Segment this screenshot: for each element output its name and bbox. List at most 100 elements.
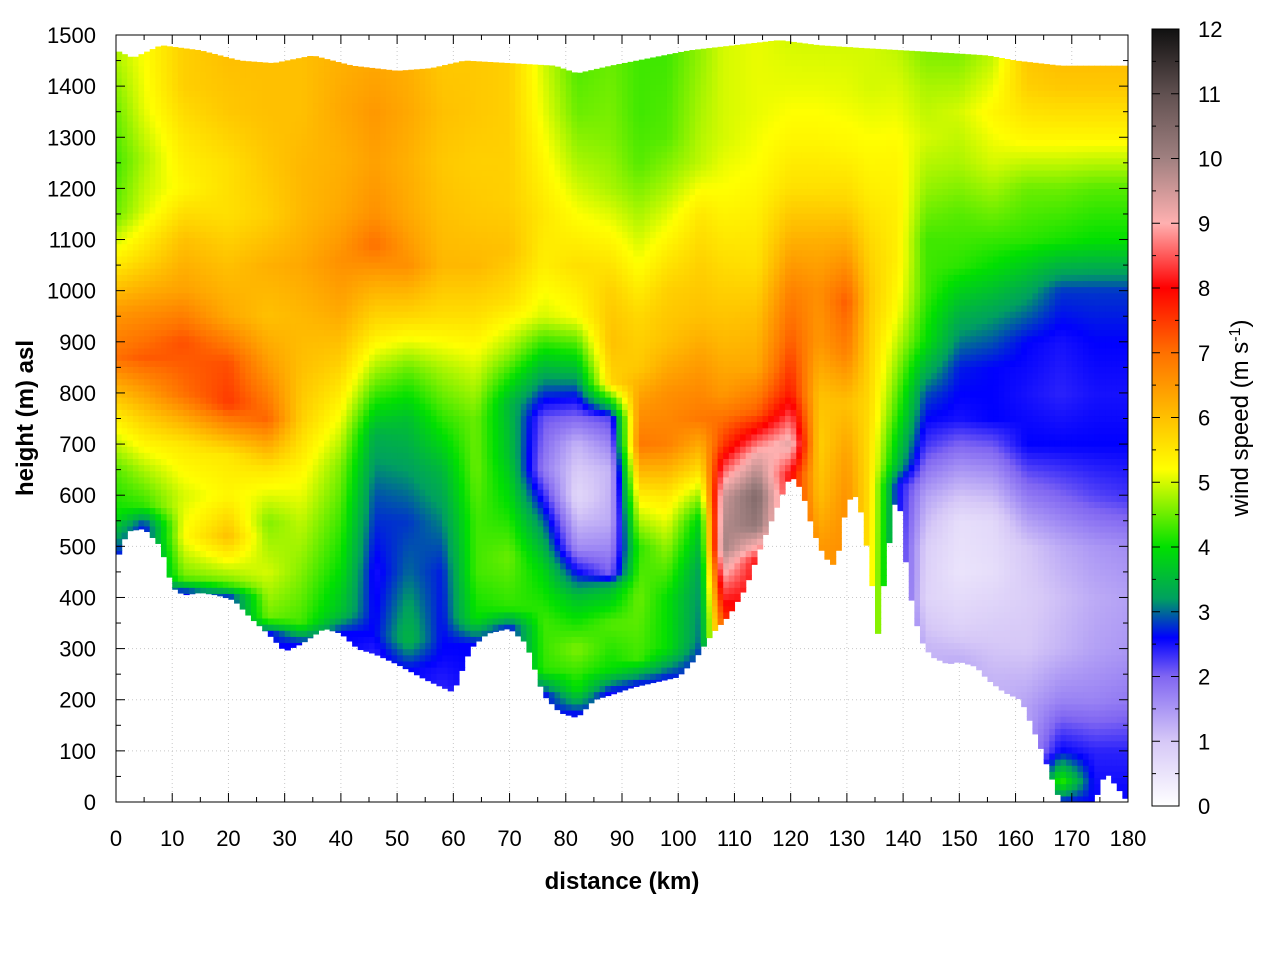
- field-cell: [172, 372, 179, 380]
- field-cell: [335, 482, 342, 490]
- field-cell: [352, 532, 359, 539]
- field-cell: [374, 68, 381, 73]
- field-cell: [318, 237, 325, 245]
- field-cell: [279, 378, 286, 386]
- field-cell: [307, 409, 314, 417]
- field-cell: [144, 335, 151, 343]
- field-cell: [267, 347, 275, 355]
- field-cell: [245, 562, 252, 570]
- field-cell: [228, 458, 235, 466]
- field-cell: [369, 439, 376, 447]
- field-cell: [380, 360, 387, 367]
- field-cell: [363, 225, 370, 232]
- field-cell: [228, 421, 235, 429]
- field-cell: [177, 519, 185, 527]
- field-cell: [149, 372, 156, 380]
- field-cell: [222, 427, 230, 435]
- field-cell: [385, 69, 393, 73]
- field-cell: [116, 384, 123, 392]
- field-cell: [228, 581, 235, 588]
- field-cell: [256, 513, 263, 521]
- field-cell: [144, 53, 151, 61]
- field-cell: [363, 127, 370, 134]
- field-cell: [132, 298, 140, 306]
- field-cell: [250, 114, 258, 122]
- field-cell: [324, 556, 331, 564]
- field-cell: [116, 194, 123, 202]
- field-cell: [149, 489, 156, 496]
- field-cell: [335, 262, 342, 269]
- field-cell: [217, 574, 224, 582]
- field-cell: [352, 617, 359, 625]
- field-cell: [318, 439, 325, 447]
- field-cell: [329, 255, 336, 263]
- field-cell: [397, 237, 404, 245]
- field-cell: [374, 470, 381, 478]
- field-cell: [357, 255, 364, 263]
- field-cell: [374, 231, 381, 239]
- field-cell: [391, 311, 398, 318]
- field-cell: [408, 421, 415, 429]
- field-cell: [408, 151, 415, 159]
- field-cell: [245, 255, 252, 263]
- field-cell: [324, 384, 331, 392]
- field-cell: [205, 501, 213, 509]
- field-cell: [374, 605, 381, 613]
- field-cell: [385, 464, 393, 472]
- field-cell: [217, 323, 224, 331]
- field-cell: [324, 403, 331, 410]
- field-cell: [369, 409, 376, 417]
- field-cell: [324, 274, 331, 282]
- field-cell: [183, 237, 190, 245]
- field-cell: [127, 507, 134, 515]
- field-cell: [138, 212, 145, 220]
- field-cell: [413, 71, 421, 79]
- field-cell: [228, 249, 235, 257]
- field-cell: [413, 151, 421, 159]
- field-cell: [391, 605, 398, 613]
- field-cell: [397, 194, 404, 202]
- field-cell: [312, 489, 319, 496]
- field-cell: [397, 176, 404, 183]
- field-cell: [155, 421, 162, 429]
- field-cell: [357, 262, 364, 269]
- field-cell: [318, 225, 325, 232]
- field-cell: [211, 568, 218, 576]
- field-cell: [357, 384, 364, 392]
- field-cell: [250, 439, 258, 447]
- field-cell: [144, 415, 151, 423]
- field-cell: [256, 219, 263, 226]
- field-cell: [279, 599, 286, 607]
- field-cell: [183, 446, 190, 453]
- field-cell: [279, 636, 286, 644]
- field-cell: [267, 611, 275, 619]
- field-cell: [217, 90, 224, 97]
- field-cell: [413, 630, 421, 637]
- field-cell: [262, 581, 269, 588]
- field-cell: [318, 470, 325, 478]
- field-cell: [329, 139, 336, 147]
- field-cell: [329, 157, 336, 165]
- field-cell: [245, 593, 252, 601]
- field-cell: [194, 206, 201, 214]
- field-cell: [413, 212, 421, 220]
- field-cell: [301, 212, 308, 220]
- field-cell: [290, 507, 297, 515]
- field-cell: [155, 532, 162, 539]
- field-cell: [318, 90, 325, 97]
- field-cell: [172, 335, 179, 343]
- field-cell: [284, 311, 291, 318]
- field-cell: [267, 593, 275, 601]
- field-cell: [256, 298, 263, 306]
- field-cell: [245, 323, 252, 331]
- field-cell: [307, 268, 314, 275]
- field-cell: [228, 169, 235, 177]
- field-cell: [369, 225, 376, 232]
- field-cell: [385, 274, 393, 282]
- field-cell: [262, 599, 269, 607]
- field-cell: [340, 188, 348, 196]
- field-cell: [369, 120, 376, 128]
- field-cell: [132, 127, 140, 134]
- field-cell: [413, 550, 421, 558]
- field-cell: [279, 65, 286, 73]
